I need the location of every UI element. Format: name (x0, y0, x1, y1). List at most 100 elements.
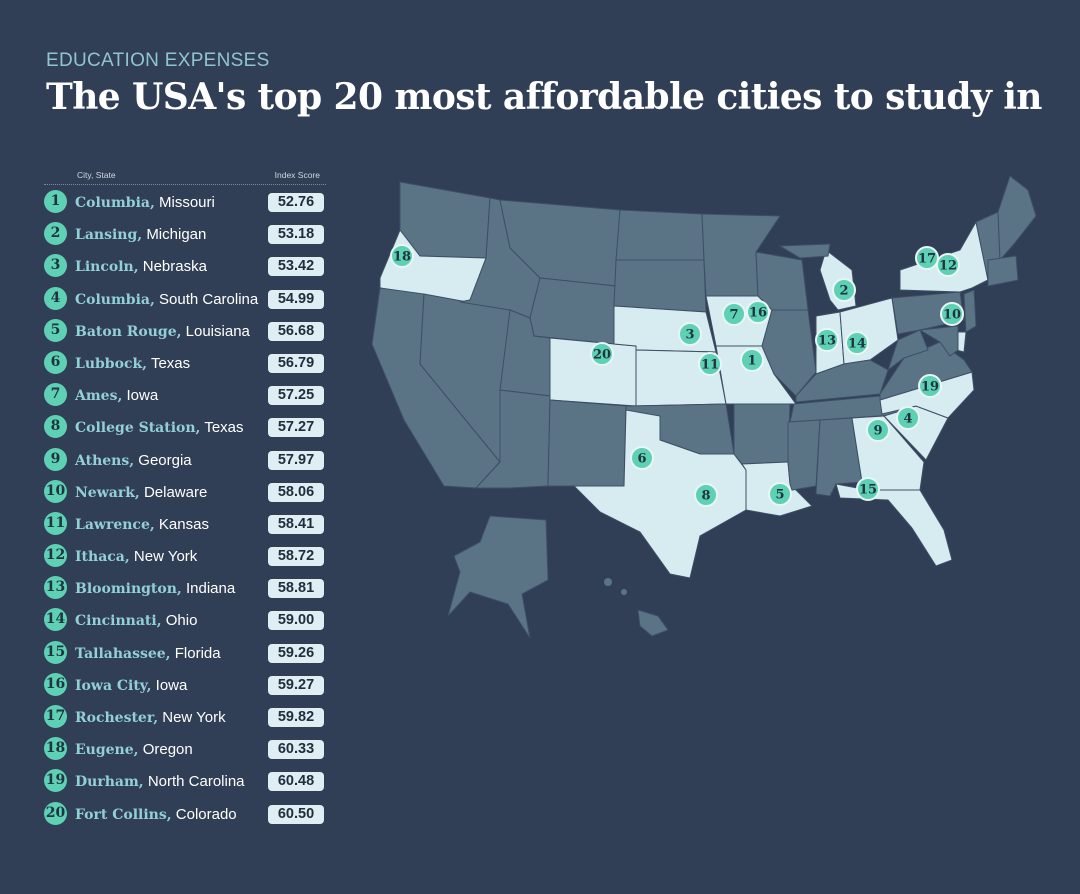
rank-badge: 6 (44, 350, 67, 374)
marker-label: 13 (818, 334, 836, 349)
state-hawaii (637, 609, 669, 637)
marker-label: 16 (749, 306, 767, 321)
marker-circle (936, 253, 960, 277)
city-state: Rochester, New York (75, 709, 226, 726)
marker-circle (915, 246, 939, 270)
city-marker: 15 (856, 477, 880, 501)
index-score: 53.18 (268, 225, 324, 245)
city-name: Lincoln, (75, 259, 139, 276)
city-name: Lansing, (75, 227, 143, 244)
marker-circle (678, 322, 702, 346)
table-row: 7 Ames, Iowa 57.25 (44, 378, 326, 410)
rank-badge: 10 (44, 479, 67, 503)
table-row: 6 Lubbock, Texas 56.79 (44, 346, 326, 378)
city-name: Lawrence, (75, 516, 155, 533)
table-row: 3 Lincoln, Nebraska 53.42 (44, 249, 326, 281)
table-row: 17 Rochester, New York 59.82 (44, 700, 326, 732)
city-state: Bloomington, Indiana (75, 580, 235, 597)
city-name: Newark, (75, 484, 140, 501)
index-score: 56.68 (268, 321, 324, 341)
index-score: 60.50 (268, 804, 324, 824)
index-score: 60.33 (268, 740, 324, 760)
index-score: 59.26 (268, 643, 324, 663)
marker-circle (832, 278, 856, 302)
rank-badge: 4 (44, 286, 67, 310)
state-name: Delaware (143, 483, 208, 501)
city-marker: 17 (915, 246, 939, 270)
state-texas (572, 409, 747, 579)
city-name: Iowa City, (75, 677, 152, 694)
city-name: Ithaca, (75, 549, 130, 566)
state-new-jersey (963, 289, 977, 333)
table-row: 4 Columbia, South Carolina 54.99 (44, 282, 326, 314)
city-state: College Station, Texas (75, 419, 244, 436)
marker-label: 4 (903, 412, 912, 427)
marker-label: 8 (701, 489, 710, 504)
table-row: 12 Ithaca, New York 58.72 (44, 539, 326, 571)
city-name: Ames, (75, 388, 123, 405)
city-marker: 1 (740, 348, 764, 372)
city-name: Baton Rouge, (75, 323, 182, 340)
marker-label: 17 (918, 252, 936, 267)
city-marker: 19 (918, 374, 942, 398)
city-state: Tallahassee, Florida (75, 645, 221, 662)
marker-circle (896, 406, 920, 430)
city-name: Columbia, (75, 291, 155, 308)
city-state: Lawrence, Kansas (75, 516, 209, 533)
city-state: Columbia, South Carolina (75, 291, 258, 308)
rank-badge: 7 (44, 383, 67, 407)
city-marker: 20 (590, 342, 614, 366)
city-state: Iowa City, Iowa (75, 677, 187, 694)
ranking-table: City, State Index Score 1 Columbia, Misso… (44, 168, 326, 829)
state-wyoming (529, 277, 617, 345)
city-marker: 7 (722, 302, 746, 326)
table-row: 13 Bloomington, Indiana 58.81 (44, 571, 326, 603)
marker-circle (845, 331, 869, 355)
marker-circle (918, 374, 942, 398)
city-state: Durham, North Carolina (75, 773, 245, 790)
city-name: Bloomington, (75, 581, 182, 598)
marker-label: 14 (848, 337, 866, 352)
city-marker: 6 (630, 446, 654, 470)
table-row: 10 Newark, Delaware 58.06 (44, 475, 326, 507)
rank-badge: 19 (44, 769, 67, 793)
city-state: Athens, Georgia (75, 452, 192, 469)
state-name: Louisiana (185, 322, 250, 340)
rank-badge: 17 (44, 705, 67, 728)
city-state: Lincoln, Nebraska (75, 258, 207, 275)
marker-circle (590, 342, 614, 366)
city-marker: 2 (832, 278, 856, 302)
state-name: Texas (204, 419, 244, 437)
state-name: Nebraska (142, 258, 207, 276)
marker-circle (940, 302, 964, 326)
city-name: Rochester, (75, 710, 159, 726)
rank-badge: 8 (44, 415, 67, 439)
marker-label: 15 (859, 483, 877, 498)
city-name: Tallahassee, (75, 645, 171, 662)
table-body: 1 Columbia, Missouri 52.76 2 Lansing, Michig… (44, 185, 326, 829)
marker-circle (694, 483, 718, 507)
index-score: 60.48 (268, 772, 324, 792)
marker-circle (390, 244, 414, 268)
index-score: 59.82 (268, 708, 324, 727)
rank-badge: 3 (44, 254, 67, 278)
state-name: South Carolina (159, 290, 259, 308)
state-washington (399, 181, 491, 259)
city-state: Eugene, Oregon (75, 741, 193, 758)
state-missouri (715, 345, 797, 405)
city-name: Eugene, (75, 742, 139, 759)
state-michigan-up (778, 243, 831, 259)
city-state: Lubbock, Texas (75, 355, 190, 372)
rank-badge: 18 (44, 737, 67, 761)
city-state: Fort Collins, Colorado (75, 806, 237, 823)
marker-circle (746, 300, 770, 324)
index-score: 59.00 (268, 611, 324, 631)
marker-label: 2 (839, 284, 848, 299)
index-score: 57.97 (268, 450, 324, 470)
table-row: 18 Eugene, Oregon 60.33 (44, 732, 326, 764)
city-state: Baton Rouge, Louisiana (75, 323, 250, 340)
page-title: The USA's top 20 most affordable cities … (46, 76, 1042, 118)
index-score: 57.27 (268, 418, 324, 438)
table-row: 16 Iowa City, Iowa 59.27 (44, 668, 326, 700)
